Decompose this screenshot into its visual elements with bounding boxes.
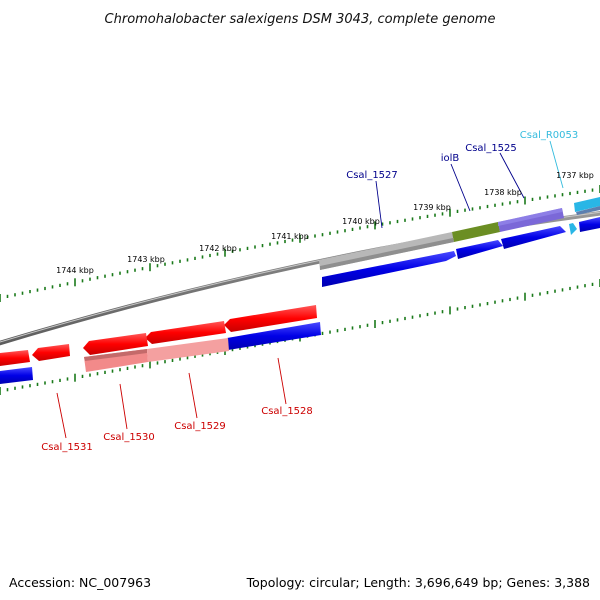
cds-arrow-Csal_1528[interactable]	[224, 305, 317, 332]
tick-label: 1738 kbp	[484, 188, 522, 197]
reverse-gene-track	[84, 338, 229, 372]
cds-arrow-Csal_1528-forward[interactable]	[227, 322, 321, 350]
gene-label-Csal_R0053[interactable]: Csal_R0053	[520, 130, 579, 141]
cds-arrow-Csal_1530[interactable]	[83, 333, 148, 355]
gene-bar-Csal_1527-shade	[320, 238, 454, 270]
gene-label-Csal_1531[interactable]: Csal_1531	[41, 442, 93, 453]
gene-bar-Csal_1525-shade	[498, 208, 562, 226]
cds-arrow-Csal_1529[interactable]	[145, 321, 226, 344]
outer-tick-track	[0, 185, 600, 302]
cds-arrow-iolB[interactable]	[456, 240, 503, 259]
gene-label-Csal_1530[interactable]: Csal_1530	[103, 432, 155, 443]
gene-label-Csal_1528[interactable]: Csal_1528	[261, 406, 313, 417]
rna-arrow-Csal_R0053[interactable]	[569, 223, 577, 235]
tick-label: 1744 kbp	[56, 266, 94, 275]
tick-label: 1741 kbp	[271, 232, 309, 241]
cds-arrow-Csal_1525[interactable]	[501, 226, 566, 249]
gene-bar-Csal_1530-shade	[84, 349, 147, 361]
cds-arrow-offscreen-right	[579, 217, 600, 232]
gene-bar-iolB[interactable]	[452, 222, 500, 242]
forward-cds-track	[0, 217, 600, 384]
tick-labels: 1737 kbp 1738 kbp 1739 kbp 1740 kbp 1741…	[56, 171, 594, 275]
tick-label: 1740 kbp	[342, 217, 380, 226]
label-leaders	[56, 140, 564, 439]
tick-label: 1743 kbp	[127, 255, 165, 264]
gene-bar-Csal_1529[interactable]	[147, 338, 229, 362]
genome-summary-text: Topology: circular; Length: 3,696,649 bp…	[246, 575, 590, 590]
gene-bar-unlabeled-forward	[576, 206, 600, 215]
tick-label: 1742 kbp	[199, 244, 237, 253]
tick-label: 1739 kbp	[413, 203, 451, 212]
gene-label-iolB[interactable]: iolB	[441, 153, 460, 164]
gene-label-Csal_1527[interactable]: Csal_1527	[346, 170, 398, 181]
tick-label: 1737 kbp	[556, 171, 594, 180]
cds-arrow-Csal_1527[interactable]	[322, 251, 456, 287]
cds-arrow-offscreen-left-red	[0, 350, 30, 366]
reverse-cds-track	[0, 305, 317, 366]
gene-labels: Csal_R0053 Csal_1525 iolB Csal_1527 Csal…	[41, 130, 578, 453]
gene-bar-Csal_R0053[interactable]	[574, 197, 600, 212]
cds-arrow-offscreen-left	[0, 367, 33, 384]
gene-label-Csal_1529[interactable]: Csal_1529	[174, 421, 226, 432]
cds-arrow-Csal_1531[interactable]	[32, 344, 70, 361]
map-title: Chromohalobacter salexigens DSM 3043, co…	[105, 12, 496, 27]
accession-text: Accession: NC_007963	[9, 575, 152, 590]
forward-gene-track	[319, 197, 600, 270]
gene-label-Csal_1525[interactable]: Csal_1525	[465, 143, 517, 154]
